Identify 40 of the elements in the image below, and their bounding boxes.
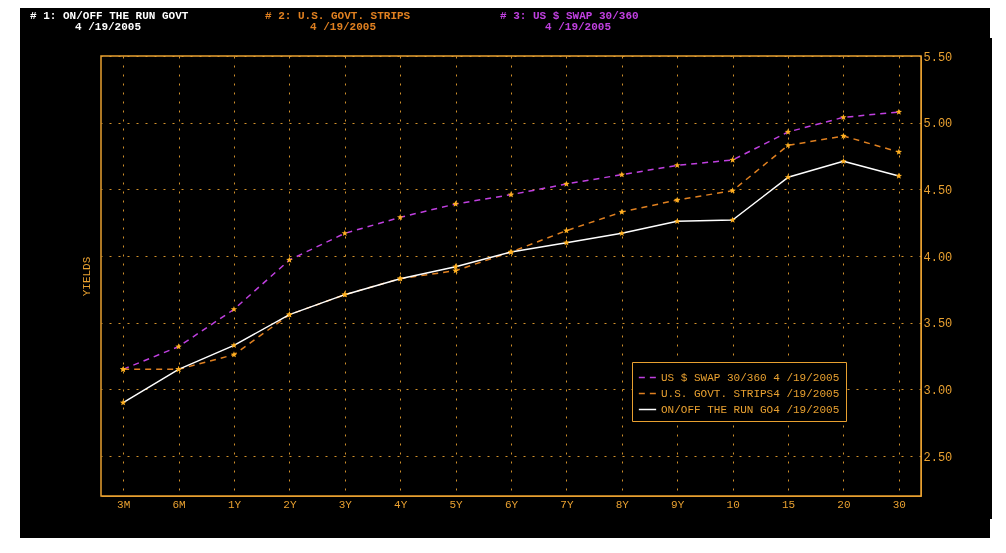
y-tick-label: 4.50 xyxy=(923,183,953,198)
point xyxy=(452,267,459,274)
legend-label: U.S. GOVT. STRIPS4 /19/2005 xyxy=(661,387,840,400)
point xyxy=(618,208,625,215)
legend-label: US $ SWAP 30/360 4 /19/2005 xyxy=(661,371,840,384)
legend-label: ON/OFF THE RUN GO4 /19/2005 xyxy=(661,403,840,416)
point xyxy=(563,227,570,234)
point xyxy=(784,141,792,149)
point xyxy=(674,196,681,203)
y-tick-label: 2.50 xyxy=(923,450,953,465)
x-tick-label: 15 xyxy=(781,498,796,511)
x-tick-label: 30 xyxy=(892,498,906,511)
x-tick-label: 7Y xyxy=(560,498,574,511)
y-tick-label: 3.00 xyxy=(923,383,953,398)
x-tick-label: 2Y xyxy=(283,498,297,511)
y-axis-title: YIELDS xyxy=(80,256,93,297)
point xyxy=(895,148,903,155)
point xyxy=(729,187,736,194)
x-tick-label: 3M xyxy=(117,498,131,511)
x-tick-label: 3Y xyxy=(338,498,353,511)
y-tick-label: 5.00 xyxy=(923,117,953,132)
text: # 3: US $ SWAP 30/360 xyxy=(500,10,639,22)
x-tick-label: 5Y xyxy=(449,498,464,511)
text: # 1: ON/OFF THE RUN GOVT xyxy=(30,10,189,22)
x-tick-label: 6M xyxy=(172,498,186,511)
y-tick-label: 3.50 xyxy=(923,317,953,332)
x-tick-label: 8Y xyxy=(615,498,630,511)
point xyxy=(840,132,847,139)
x-tick-label: 20 xyxy=(837,498,851,511)
text: 4 /19/2005 xyxy=(310,21,377,33)
text: # 2: U.S. GOVT. STRIPS xyxy=(265,10,411,22)
x-tick-label: 9Y xyxy=(671,498,685,511)
x-tick-label: 6Y xyxy=(504,498,519,511)
y-tick-label: 5.50 xyxy=(923,50,953,65)
x-tick-label: 10 xyxy=(726,498,740,511)
y-tick-label: 4.00 xyxy=(923,250,953,265)
text: 4 /19/2005 xyxy=(545,21,612,33)
text: 4 /19/2005 xyxy=(75,21,142,33)
x-tick-label: 4Y xyxy=(394,498,408,511)
x-tick-label: 1Y xyxy=(227,498,242,511)
